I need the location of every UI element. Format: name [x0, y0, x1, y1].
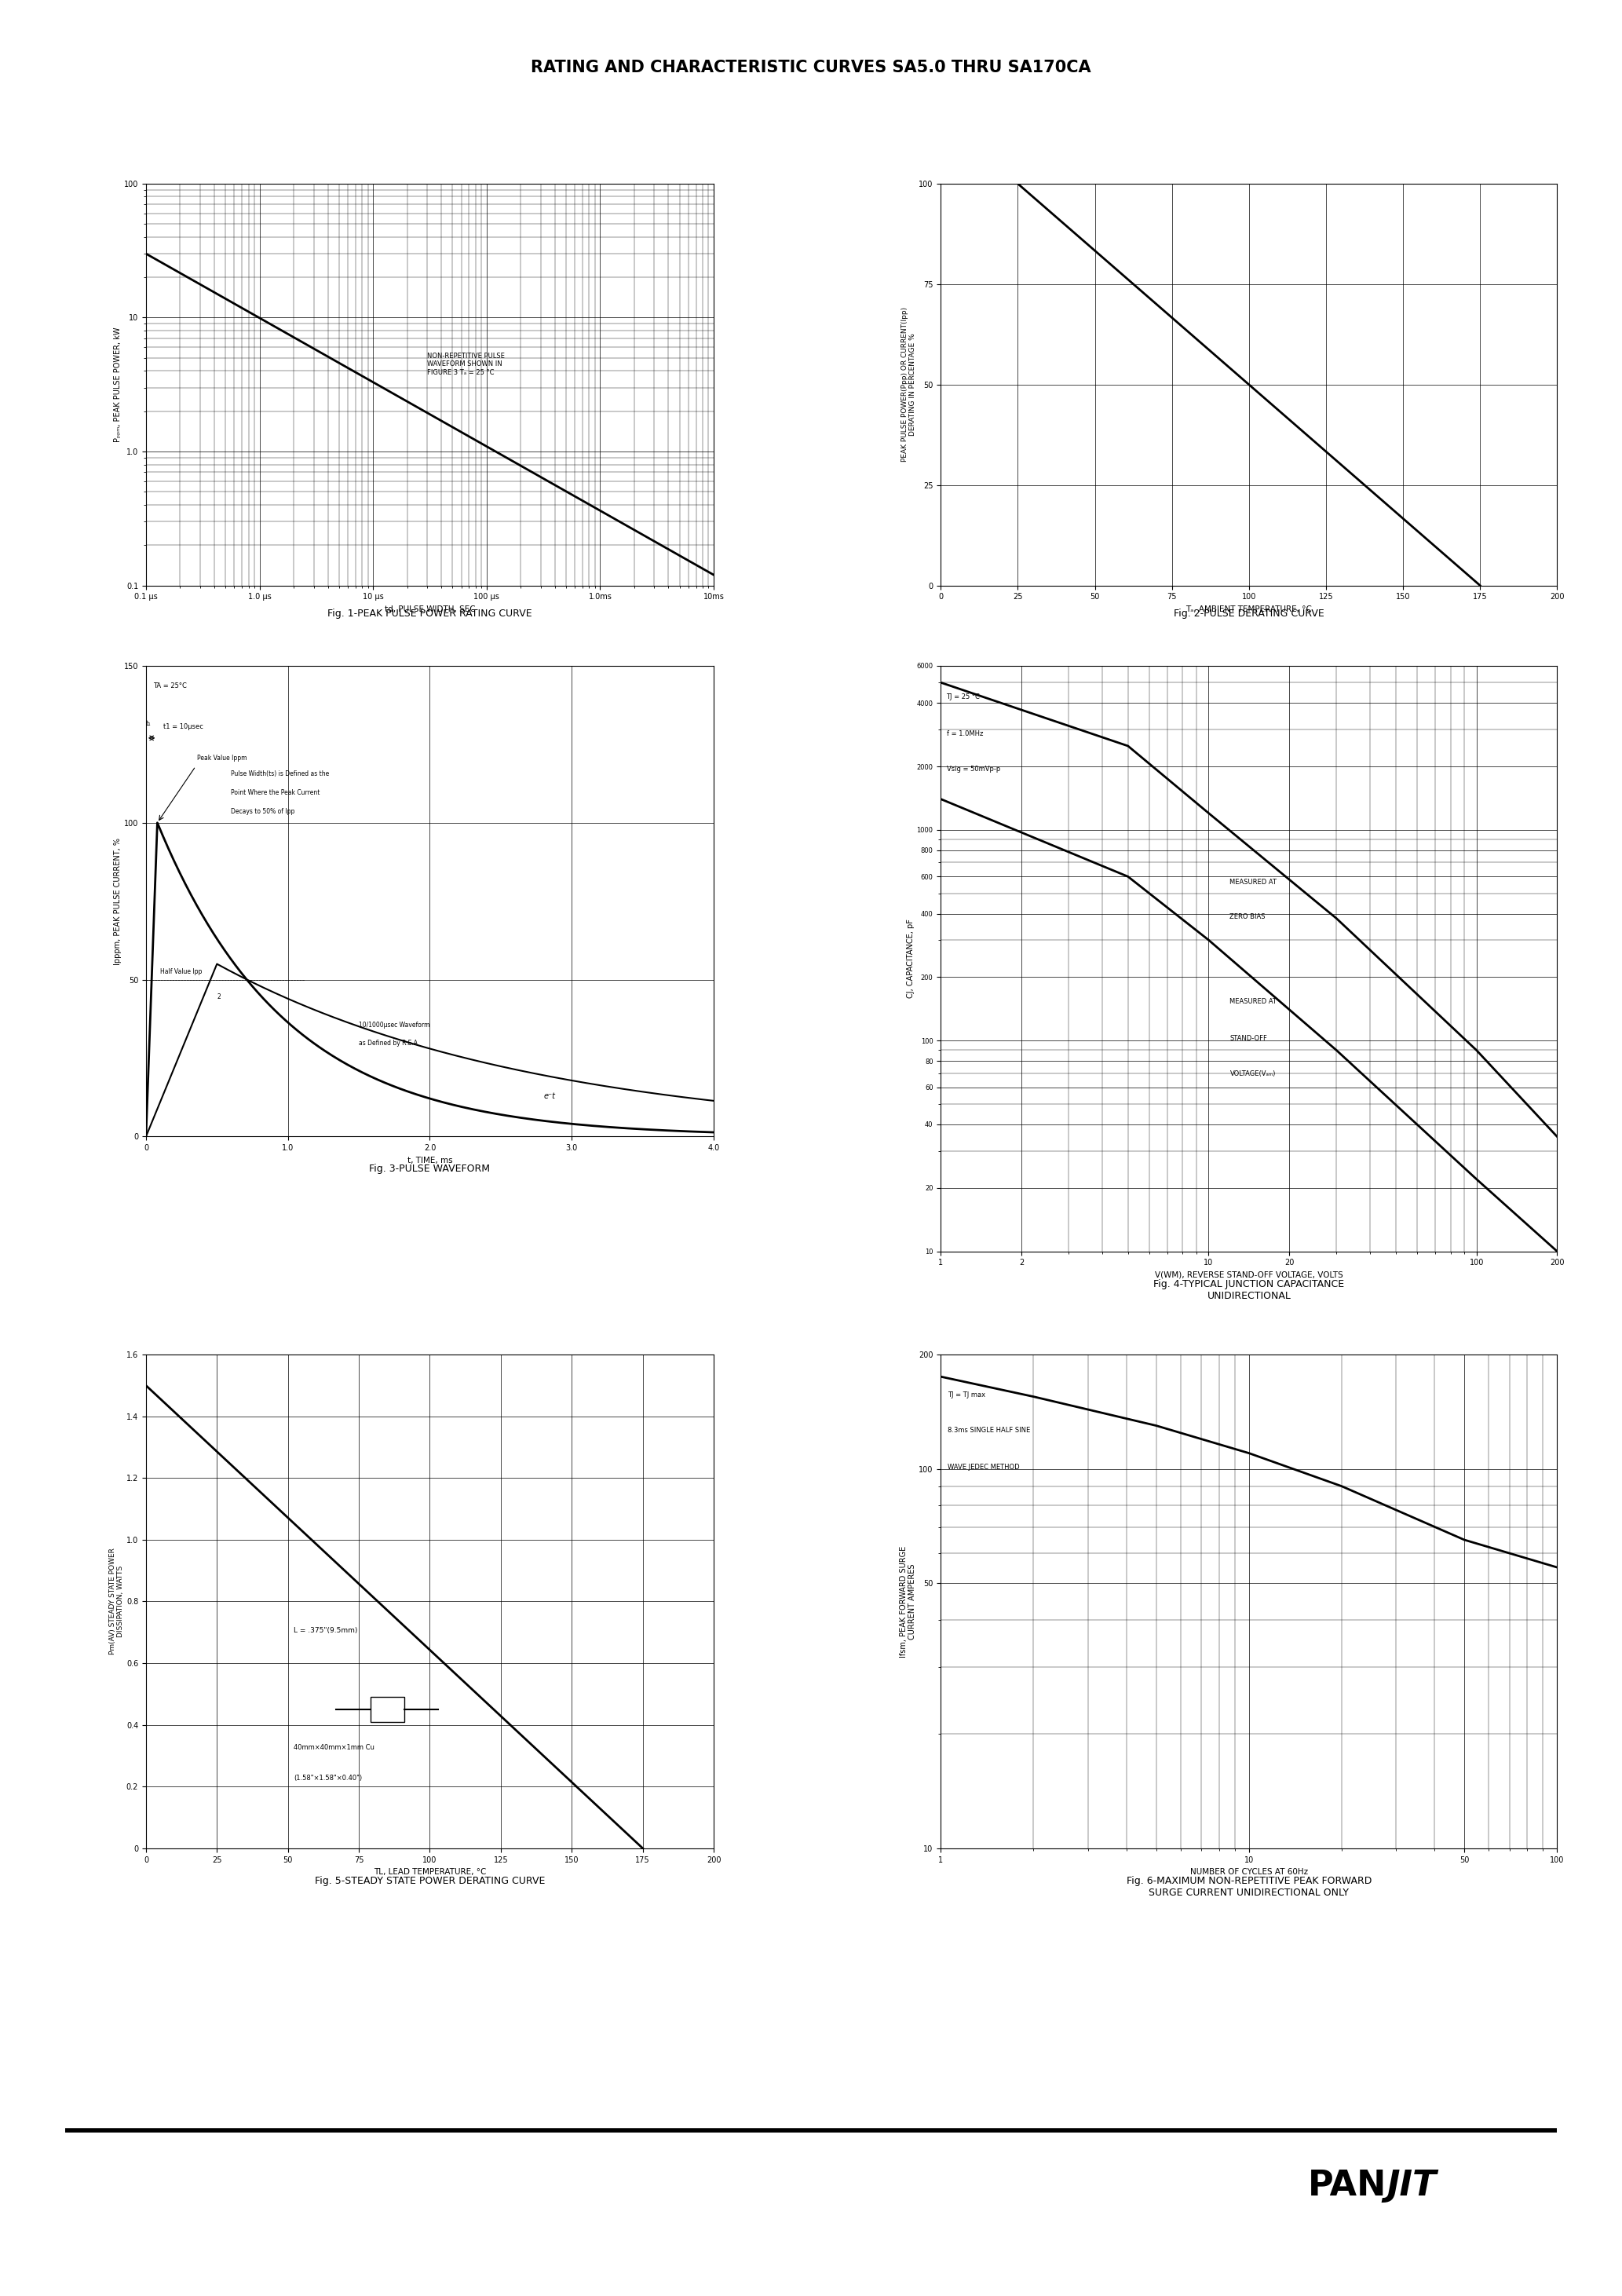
Text: Half Value Ipp: Half Value Ipp	[161, 969, 203, 976]
Text: t1 = 10µsec: t1 = 10µsec	[162, 723, 203, 730]
Text: e⁻t: e⁻t	[543, 1093, 555, 1100]
Text: 2: 2	[217, 992, 221, 1001]
Y-axis label: Pₚₚₘ, PEAK PULSE POWER, kW: Pₚₚₘ, PEAK PULSE POWER, kW	[114, 326, 122, 443]
X-axis label: td, PULSE WIDTH, SEC: td, PULSE WIDTH, SEC	[384, 606, 475, 613]
Text: Fig. 4-TYPICAL JUNCTION CAPACITANCE
UNIDIRECTIONAL: Fig. 4-TYPICAL JUNCTION CAPACITANCE UNID…	[1153, 1279, 1345, 1302]
Text: RATING AND CHARACTERISTIC CURVES SA5.0 THRU SA170CA: RATING AND CHARACTERISTIC CURVES SA5.0 T…	[530, 60, 1092, 76]
Text: f = 1.0MHz: f = 1.0MHz	[946, 730, 983, 737]
Text: JIT: JIT	[1387, 2170, 1437, 2202]
Y-axis label: CJ, CAPACITANCE, pF: CJ, CAPACITANCE, pF	[907, 918, 915, 999]
Text: Fig. 1-PEAK PULSE POWER RATING CURVE: Fig. 1-PEAK PULSE POWER RATING CURVE	[328, 608, 532, 618]
Text: STAND-OFF: STAND-OFF	[1229, 1035, 1267, 1042]
Text: as Defined by R.E.A.: as Defined by R.E.A.	[358, 1040, 420, 1047]
Text: TA = 25°C: TA = 25°C	[152, 682, 187, 689]
Y-axis label: Pm(AV) STEADY STATE POWER
DISSIPATION, WATTS: Pm(AV) STEADY STATE POWER DISSIPATION, W…	[109, 1548, 125, 1655]
Text: NON-REPETITIVE PULSE
WAVEFORM SHOWN IN
FIGURE 3 Tₐ = 25 °C: NON-REPETITIVE PULSE WAVEFORM SHOWN IN F…	[427, 351, 504, 377]
Text: 10/1000µsec Waveform: 10/1000µsec Waveform	[358, 1022, 430, 1029]
X-axis label: NUMBER OF CYCLES AT 60Hz: NUMBER OF CYCLES AT 60Hz	[1191, 1869, 1307, 1876]
Text: MEASURED AT: MEASURED AT	[1229, 879, 1277, 886]
Text: Vsig = 50mVp-p: Vsig = 50mVp-p	[946, 765, 1001, 774]
Bar	[370, 1697, 404, 1722]
Text: VOLTAGE(Vₐₘ): VOLTAGE(Vₐₘ)	[1229, 1070, 1275, 1077]
Y-axis label: Ifsm, PEAK FORWARD SURGE
CURRENT AMPERES: Ifsm, PEAK FORWARD SURGE CURRENT AMPERES	[900, 1545, 916, 1658]
Text: Peak Value Ippm: Peak Value Ippm	[198, 755, 247, 762]
Y-axis label: Ipppm, PEAK PULSE CURRENT, %: Ipppm, PEAK PULSE CURRENT, %	[114, 838, 122, 964]
X-axis label: Tₐ, AMBIENT TEMPERATURE, °C: Tₐ, AMBIENT TEMPERATURE, °C	[1186, 606, 1312, 613]
Text: WAVE JEDEC METHOD: WAVE JEDEC METHOD	[947, 1463, 1019, 1469]
X-axis label: t, TIME, ms: t, TIME, ms	[407, 1157, 453, 1164]
Text: (1.58"×1.58"×0.40"): (1.58"×1.58"×0.40")	[294, 1775, 362, 1782]
Text: Fig. 3-PULSE WAVEFORM: Fig. 3-PULSE WAVEFORM	[370, 1164, 490, 1173]
Text: 8.3ms SINGLE HALF SINE: 8.3ms SINGLE HALF SINE	[947, 1426, 1030, 1433]
Text: L = .375"(9.5mm): L = .375"(9.5mm)	[294, 1628, 357, 1635]
Text: Fig. 5-STEADY STATE POWER DERATING CURVE: Fig. 5-STEADY STATE POWER DERATING CURVE	[315, 1876, 545, 1885]
Text: t₁: t₁	[146, 721, 151, 728]
Text: TJ = TJ max: TJ = TJ max	[947, 1391, 985, 1398]
Text: Point Where the Peak Current: Point Where the Peak Current	[230, 790, 320, 797]
Y-axis label: PEAK PULSE POWER(Ppp) OR CURRENT(Ipp)
DERATING IN PERCENTAGE %: PEAK PULSE POWER(Ppp) OR CURRENT(Ipp) DE…	[902, 308, 916, 461]
Text: Pulse Width(ts) is Defined as the: Pulse Width(ts) is Defined as the	[230, 769, 329, 778]
Text: MEASURED AT: MEASURED AT	[1229, 999, 1277, 1006]
Text: Fig. 6-MAXIMUM NON-REPETITIVE PEAK FORWARD
SURGE CURRENT UNIDIRECTIONAL ONLY: Fig. 6-MAXIMUM NON-REPETITIVE PEAK FORWA…	[1126, 1876, 1372, 1899]
Text: Decays to 50% of Ipp: Decays to 50% of Ipp	[230, 808, 295, 815]
Text: PAN: PAN	[1307, 2170, 1387, 2202]
X-axis label: V(WM), REVERSE STAND-OFF VOLTAGE, VOLTS: V(WM), REVERSE STAND-OFF VOLTAGE, VOLTS	[1155, 1272, 1343, 1279]
Text: TJ = 25 °C: TJ = 25 °C	[946, 693, 980, 700]
Text: 40mm×40mm×1mm Cu: 40mm×40mm×1mm Cu	[294, 1745, 375, 1752]
Text: ZERO BIAS: ZERO BIAS	[1229, 914, 1265, 921]
X-axis label: TL, LEAD TEMPERATURE, °C: TL, LEAD TEMPERATURE, °C	[373, 1869, 487, 1876]
Text: Fig. 2-PULSE DERATING CURVE: Fig. 2-PULSE DERATING CURVE	[1174, 608, 1324, 618]
